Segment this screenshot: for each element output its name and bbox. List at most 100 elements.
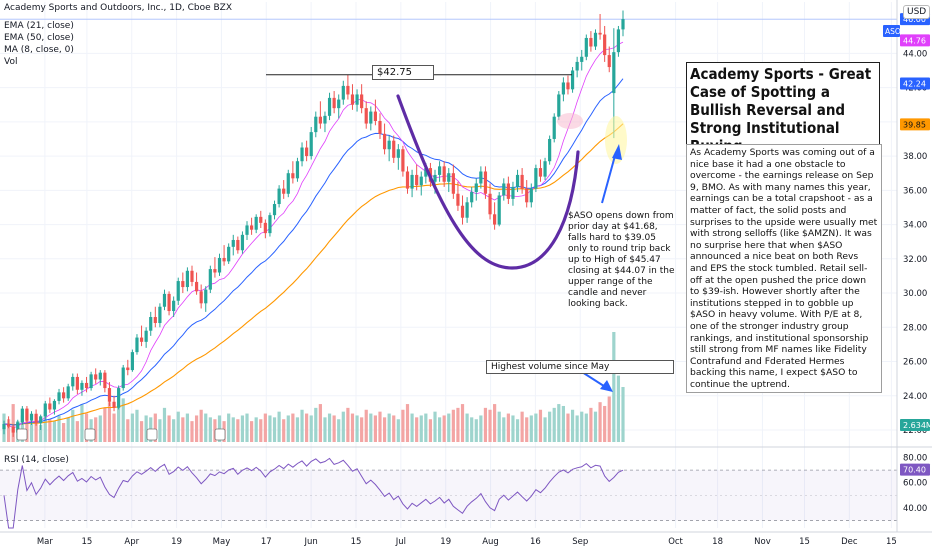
- currency-button[interactable]: USD: [903, 5, 931, 19]
- candle-body: [135, 337, 139, 353]
- last-price-badge: 46.00: [903, 15, 926, 24]
- time-tick-label: 15: [351, 537, 362, 547]
- candle-body: [364, 108, 368, 124]
- candle-body: [208, 269, 212, 290]
- candle-body: [318, 116, 322, 124]
- candle-body: [103, 372, 107, 389]
- ma8-badge: 44.76: [903, 36, 926, 45]
- candle-body: [11, 426, 15, 433]
- volume-bar: [29, 423, 34, 442]
- price-tick-label: 22.00: [903, 426, 927, 436]
- time-tick-label: Jul: [395, 537, 406, 547]
- volume-bar: [25, 408, 29, 442]
- volume-bar: [456, 407, 460, 442]
- candle-body: [75, 376, 79, 390]
- candle-body: [392, 140, 396, 158]
- candle-body: [603, 34, 607, 56]
- volume-bar: [470, 417, 474, 442]
- candle-body: [479, 171, 483, 184]
- candle-body: [52, 400, 57, 410]
- candle-body: [153, 317, 157, 324]
- volume-bar: [525, 417, 529, 442]
- volume-bar: [254, 417, 258, 442]
- candle-body: [515, 174, 520, 187]
- candle-body: [245, 225, 249, 235]
- legend-rsi[interactable]: RSI (14, close): [4, 455, 69, 465]
- volume-bar: [57, 415, 61, 442]
- cup-curve: [396, 94, 580, 270]
- candle-body: [373, 111, 377, 121]
- time-tick-label: Sep: [572, 537, 588, 547]
- price-tick-label: 30.00: [903, 289, 927, 299]
- time-tick-label: 17: [261, 537, 272, 547]
- candle-body: [185, 270, 190, 288]
- volume-bar: [39, 424, 43, 442]
- price-tick-label: 38.00: [903, 152, 927, 162]
- time-tick-label: 15: [886, 537, 897, 547]
- volume-bar: [291, 413, 295, 442]
- legend-symbol[interactable]: Academy Sports and Outdoors, Inc., 1D, C…: [4, 3, 232, 13]
- ma8-line: [3, 41, 624, 429]
- candle-body: [332, 97, 336, 109]
- candle-body: [570, 70, 575, 90]
- volume-bar: [543, 417, 547, 442]
- volume-bar: [62, 423, 66, 442]
- candle-body: [94, 374, 98, 380]
- candle-body: [566, 82, 570, 90]
- candle-body: [474, 183, 478, 193]
- candle-body: [149, 317, 153, 331]
- volume-bar: [593, 411, 598, 442]
- volume-bar: [117, 405, 121, 442]
- volume-bar: [162, 407, 167, 442]
- volume-bar: [465, 413, 469, 442]
- candle-body: [291, 173, 295, 179]
- volume-bar: [603, 405, 607, 442]
- volume-bar: [405, 404, 410, 442]
- reversal-highlight: [605, 116, 627, 164]
- candle-body: [415, 174, 419, 186]
- volume-bar: [181, 417, 185, 442]
- rsi-band: [0, 470, 897, 521]
- volume-bar: [126, 419, 130, 442]
- legend-ema21[interactable]: EMA (21, close): [4, 21, 74, 31]
- volume-bar: [204, 413, 208, 442]
- price-tick-label: 26.00: [903, 358, 927, 368]
- volume-bar: [282, 419, 286, 442]
- volume-bar: [305, 413, 309, 442]
- rsi-line: [3, 457, 624, 529]
- time-tick-label: Jun: [304, 537, 318, 547]
- legend-vol[interactable]: Vol: [4, 57, 18, 67]
- candle-body: [217, 257, 222, 273]
- candle-body: [263, 222, 267, 234]
- candle-body: [323, 115, 327, 124]
- price-tick-label: 36.00: [903, 186, 927, 196]
- volume-bar: [419, 415, 423, 442]
- candle-body: [589, 37, 593, 47]
- volume-bar: [584, 413, 588, 442]
- candle-body: [236, 239, 240, 251]
- legend-ma8[interactable]: MA (8, close, 0): [4, 45, 74, 55]
- time-tick-label: 19: [440, 537, 451, 547]
- candle-body: [213, 269, 217, 273]
- volume-bar: [410, 413, 414, 442]
- volume-bar: [318, 404, 322, 442]
- candle-body: [369, 111, 373, 124]
- candle-body: [493, 214, 497, 225]
- candle-body: [199, 291, 203, 304]
- ema21-badge-bg: [900, 77, 930, 90]
- rsi-tick-label: 60.00: [903, 479, 927, 489]
- time-tick-label: 16: [530, 537, 541, 547]
- earnings-marker: [84, 428, 96, 441]
- rsi-pane: [0, 457, 897, 529]
- volume-bar: [534, 413, 538, 442]
- candle-body: [57, 392, 61, 401]
- volume-bar: [355, 415, 359, 442]
- volume-bar: [327, 413, 332, 442]
- candle-body: [337, 99, 341, 109]
- legend-ema50[interactable]: EMA (50, close): [4, 33, 74, 43]
- volume-bar: [268, 415, 272, 442]
- time-tick-label: Mar: [37, 537, 54, 547]
- candle-body: [552, 116, 556, 139]
- candle-body: [172, 300, 176, 312]
